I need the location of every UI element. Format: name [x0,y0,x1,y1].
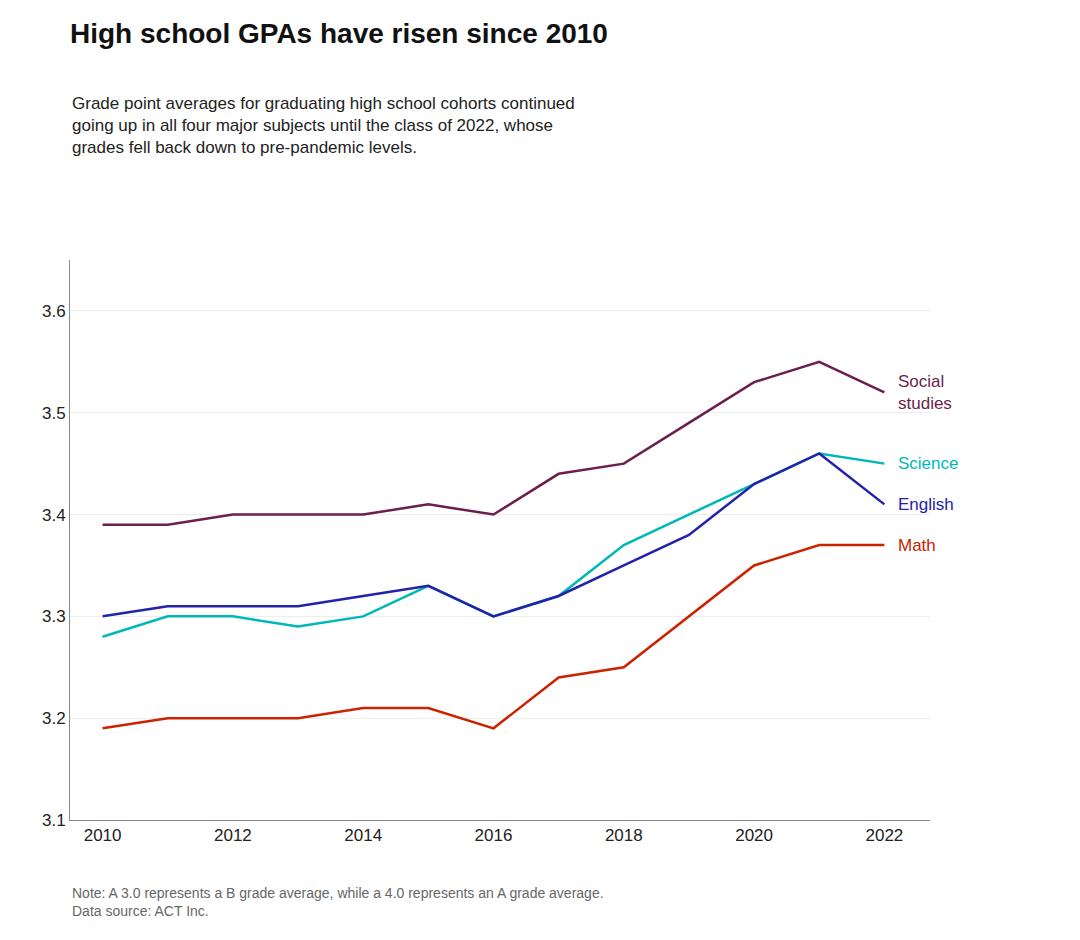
svg-text:2022: 2022 [865,826,903,845]
svg-text:3.6: 3.6 [42,302,66,321]
svg-text:Note: A 3.0 represents a B gra: Note: A 3.0 represents a B grade average… [72,885,604,919]
svg-text:3.5: 3.5 [42,404,66,423]
svg-text:3.4: 3.4 [42,506,66,525]
svg-text:Math: Math [898,536,936,555]
svg-text:2016: 2016 [475,826,513,845]
svg-text:Grade point averages for gradu: Grade point averages for graduating high… [72,94,575,157]
svg-text:English: English [898,495,954,514]
svg-text:2012: 2012 [214,826,252,845]
svg-text:High school GPAs have risen si: High school GPAs have risen since 2010 [70,18,608,49]
svg-text:2010: 2010 [84,826,122,845]
svg-text:2018: 2018 [605,826,643,845]
svg-text:3.1: 3.1 [42,811,66,830]
svg-text:2014: 2014 [344,826,382,845]
svg-text:3.2: 3.2 [42,709,66,728]
svg-text:2020: 2020 [735,826,773,845]
svg-text:Socialstudies: Socialstudies [898,372,952,413]
svg-text:Science: Science [898,454,958,473]
svg-text:3.3: 3.3 [42,607,66,626]
